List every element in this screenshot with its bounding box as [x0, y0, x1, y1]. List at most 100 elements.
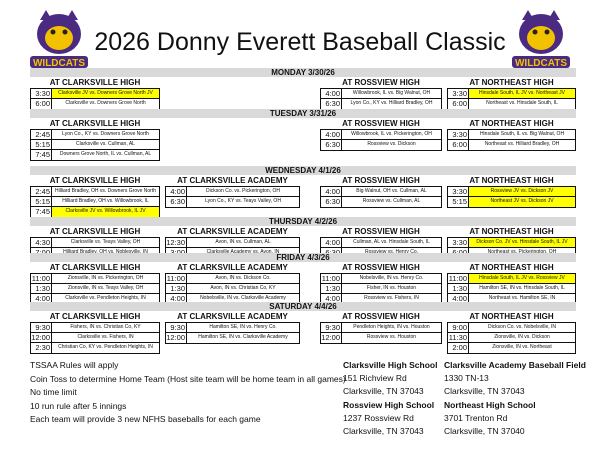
game-time: 2:00 [448, 343, 469, 353]
game-row: 4:00 Big Walnut, OH vs. Cullman, AL [321, 187, 441, 197]
rules-notes: TSSAA Rules will apply Coin Toss to dete… [30, 359, 346, 427]
game-time: 4:00 [321, 187, 342, 196]
game-row: 11:00 Zionsville, IN vs. Pickerington, OH [31, 274, 159, 284]
game-row: 4:00 Nobelsville, IN vs. Clarksville Acad… [166, 294, 299, 304]
game-matchup: Zionsville, IN vs. Northeast [492, 344, 552, 350]
game-table: 3:30 Hinsdale South, IL JV vs. Northeast … [447, 88, 576, 110]
game-matchup: Clarksville vs. Teays Valley, OH [70, 239, 141, 245]
address-line: Clarksville, TN 37043 [444, 386, 525, 396]
game-time: 4:00 [448, 294, 469, 304]
game-table: 4:00 Big Walnut, OH vs. Cullman, AL 6:30 Ro… [320, 186, 442, 208]
game-matchup: Avon, IN vs. Cullman, AL [215, 239, 271, 245]
game-row: 9:30 Pendleton Heights, IN vs. Houston [321, 323, 441, 333]
game-matchup: Dickson Co. vs. Pickerington, OH [206, 188, 280, 194]
game-row: 3:30 Hinsdale South, IL vs. Big Walnut, O… [448, 130, 575, 140]
game-row: 4:00 Cullman, AL vs. Hinsdale South, IL [321, 238, 441, 248]
game-matchup: Clarksville vs. Pendleton Heights, IN [65, 295, 146, 301]
game-row: 7:45 Clarksville JV vs. Willowbrook, IL J… [31, 207, 159, 217]
game-row: 5:15 Northeast JV vs. Dickson JV [448, 197, 575, 207]
game-row: 12:00 Clarksville vs. Fishers, IN [31, 333, 159, 343]
game-matchup: Zionsville, IN vs. Dickson [494, 334, 550, 340]
game-time: 1:30 [448, 284, 469, 293]
game-matchup: Hilliard Bradley, OH vs. Willowbrook, IL [62, 198, 149, 204]
address-name: Clarksville High School [343, 360, 438, 370]
venue-header: AT CLARKSVILLE HIGH [49, 78, 141, 87]
game-time: 7:45 [31, 150, 52, 160]
game-matchup: Clarksville JV vs. Willowbrook, IL JV [52, 207, 159, 217]
venue-header: AT ROSSVIEW HIGH [342, 227, 420, 236]
venue-header: AT CLARKSVILLE HIGH [49, 176, 141, 185]
game-time: 12:30 [166, 238, 187, 247]
venue-header: AT CLARKSVILLE ACADEMY [177, 176, 288, 185]
venue-header: AT NORTHEAST HIGH [469, 119, 554, 128]
note: TSSAA Rules will apply [30, 360, 119, 370]
game-row: 11:30 Zionsville, IN vs. Dickson [448, 333, 575, 343]
address-line: Clarksville, TN 37040 [444, 426, 525, 436]
game-matchup: Cullman, AL vs. Hinsdale South, IL [353, 239, 430, 245]
game-matchup: Clarksville vs. Fishers, IN [77, 334, 134, 340]
venue-header: AT CLARKSVILLE ACADEMY [177, 227, 288, 236]
game-time: 2:45 [31, 187, 52, 196]
game-time: 3:30 [448, 89, 469, 98]
game-matchup: Rossview vs. Henry Co. [364, 249, 419, 255]
game-matchup: Hamilton SE, IN vs. Clarksville Academy [198, 334, 288, 340]
game-matchup: Downers Grove North, IL vs. Cullman, AL [59, 151, 152, 157]
game-time: 12:00 [31, 333, 52, 342]
game-time: 12:00 [321, 333, 342, 343]
address-clarksville-academy: Clarksville Academy Baseball Field 1330 T… [444, 359, 586, 398]
venue-header: AT NORTHEAST HIGH [469, 176, 554, 185]
game-row: 6:30 Rossview vs. Dickson [321, 140, 441, 150]
venue-header: AT CLARKSVILLE HIGH [49, 312, 141, 321]
address-name: Rossview High School [343, 400, 435, 410]
venue-header: AT NORTHEAST HIGH [469, 312, 554, 321]
game-matchup: Fisher, IN vs. Houston [366, 285, 417, 291]
game-matchup: Clarksville JV vs. Downers Grove North J… [52, 89, 159, 98]
game-time: 9:30 [31, 323, 52, 332]
game-row: 4:00 Dickson Co. vs. Pickerington, OH [166, 187, 299, 197]
address-line: Clarksville, TN 37043 [343, 426, 424, 436]
venue-header: AT NORTHEAST HIGH [469, 78, 554, 87]
game-row: 6:30 Lyon Co., KY vs. Hilliard Bradley, O… [321, 99, 441, 109]
game-row: 2:45 Hilliard Bradley, OH vs. Downers Gro… [31, 187, 159, 197]
game-time: 2:30 [31, 343, 52, 353]
game-matchup: Nobelsville, IN vs. Henry Co. [359, 275, 424, 281]
game-table: 9:30 Pendleton Heights, IN vs. Houston 12:… [320, 322, 442, 344]
game-matchup: Zionsville, IN vs. Pickerington, OH [67, 275, 144, 281]
game-table: 2:45 Hilliard Bradley, OH vs. Downers Gro… [30, 186, 160, 218]
game-matchup: Northeast vs. Hamilton SE, IN [488, 295, 556, 301]
game-table: 4:00 Dickson Co. vs. Pickerington, OH 6:30… [165, 186, 300, 208]
game-matchup: Lyon Co., KY vs. Teays Valley, OH [205, 198, 281, 204]
game-row: 3:30 Hinsdale South, IL JV vs. Northeast … [448, 89, 575, 99]
day-header: THURSDAY 4/2/26 [30, 217, 576, 226]
game-time: 11:00 [31, 274, 52, 283]
note: Each team will provide 3 new NFHS baseba… [30, 414, 261, 424]
game-row: 4:00 Willowbrook, IL vs. Big Walnut, OH [321, 89, 441, 99]
game-time: 9:00 [448, 323, 469, 332]
game-row: 5:15 Hilliard Bradley, OH vs. Willowbrook… [31, 197, 159, 207]
venue-header: AT NORTHEAST HIGH [469, 263, 554, 272]
game-table: 11:00 Nobelsville, IN vs. Henry Co. 1:30 Fi… [320, 273, 442, 305]
note: 10 run rule after 5 innings [30, 400, 127, 411]
game-matchup: Hilliard Bradley, OH vs. Noblesville, IN [63, 249, 148, 255]
game-matchup: Fishers, IN vs. Christian Co, KY [70, 324, 141, 330]
address-line: 1330 TN-13 [444, 373, 489, 383]
game-time: 9:30 [166, 323, 187, 332]
game-matchup: Clarksville vs. Cullman, AL [76, 141, 135, 147]
game-matchup: Avon, IN vs. Dickson Co. [215, 275, 271, 281]
game-time: 11:00 [448, 274, 469, 283]
game-time: 1:30 [31, 284, 52, 293]
game-row: 6:30 Lyon Co., KY vs. Teays Valley, OH [166, 197, 299, 207]
game-time: 7:45 [31, 207, 52, 217]
venue-header: AT ROSSVIEW HIGH [342, 119, 420, 128]
game-matchup: Big Walnut, OH vs. Cullman, AL [356, 188, 427, 194]
game-time: 4:00 [166, 187, 187, 196]
svg-text:WILDCATS: WILDCATS [515, 58, 567, 69]
game-row: 2:30 Christian Co, KY vs. Pendleton Heigh… [31, 343, 159, 353]
address-line: Clarksville, TN 37043 [343, 386, 424, 396]
game-row: 3:30 Rossview JV vs. Dickson JV [448, 187, 575, 197]
venue-header: AT CLARKSVILLE ACADEMY [177, 312, 288, 321]
game-row: 1:30 Avon, IN vs. Christian Co, KY [166, 284, 299, 294]
game-row: 4:00 Willowbrook, IL vs. Pickerington, OH [321, 130, 441, 140]
game-matchup: Christian Co, KY vs. Pendleton Heights, … [58, 344, 153, 350]
game-time: 11:30 [448, 333, 469, 342]
